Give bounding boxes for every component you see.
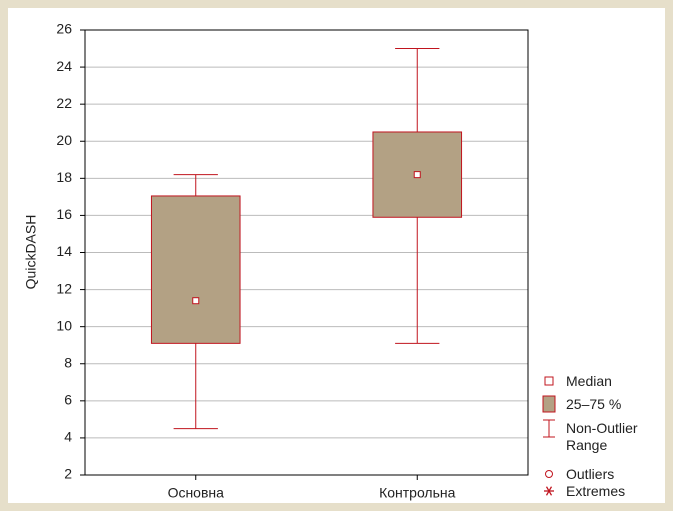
x-tick-label: Контрольна: [379, 485, 456, 501]
legend-label: 25–75 %: [566, 395, 622, 412]
y-tick-label: 2: [64, 466, 72, 482]
y-tick-label: 22: [56, 95, 72, 111]
y-tick-label: 4: [64, 429, 72, 445]
legend-median-symbol: [544, 376, 554, 386]
y-tick-label: 6: [64, 392, 72, 408]
legend-label: Median: [566, 372, 612, 389]
y-tick-label: 12: [56, 280, 72, 296]
y-tick-label: 16: [56, 206, 72, 222]
legend-box-symbol: [542, 395, 556, 413]
median: [192, 297, 200, 305]
box: [150, 195, 241, 344]
y-tick-label: 24: [56, 58, 72, 74]
y-tick-label: 26: [56, 21, 72, 37]
panel: [8, 8, 665, 503]
plot-frame: [84, 29, 529, 476]
y-axis-label: QuickDASH: [23, 215, 39, 290]
legend-extreme-symbol: [545, 486, 553, 496]
legend-label: Non-Outlier Range: [566, 419, 638, 453]
median: [413, 171, 421, 179]
y-tick-label: 14: [56, 243, 72, 259]
y-tick-label: 8: [64, 354, 72, 370]
x-tick-label: Основна: [168, 485, 225, 501]
y-tick-label: 10: [56, 317, 72, 333]
legend-label: Extremes: [566, 482, 626, 499]
legend-label: Outliers: [566, 465, 615, 482]
legend-outlier-symbol: [545, 470, 553, 478]
y-tick-label: 18: [56, 169, 72, 185]
y-tick-label: 20: [56, 132, 72, 148]
